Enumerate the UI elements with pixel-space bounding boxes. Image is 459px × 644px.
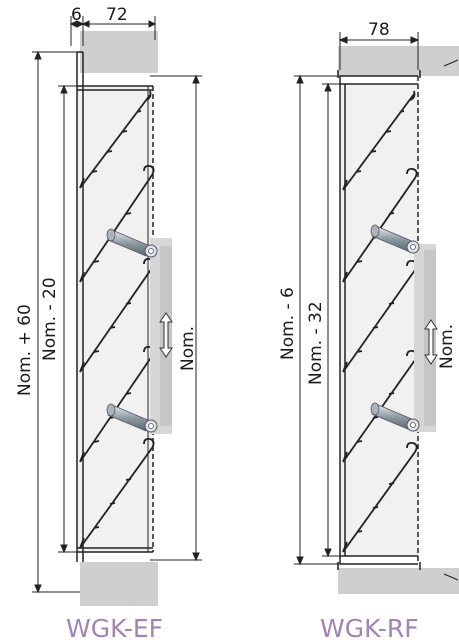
wgk-ef-drawing: 6 72 Nom. + 60 Nom. - 20 Nom. WGK-EF bbox=[15, 5, 202, 643]
pin-icon bbox=[370, 224, 420, 254]
frame-body-left bbox=[77, 86, 153, 552]
wall-top-left bbox=[80, 31, 158, 73]
wall-top-right bbox=[338, 46, 459, 76]
caption-wgk-ef: WGK-EF bbox=[66, 614, 163, 643]
dim-top-78: 78 bbox=[368, 20, 390, 40]
dim-top-72: 72 bbox=[106, 5, 128, 25]
blades-right bbox=[342, 90, 418, 553]
pin-icon bbox=[370, 402, 420, 432]
dim-opening-right: Nom. bbox=[437, 324, 457, 369]
dim-inner-height-right: Nom. - 32 bbox=[306, 301, 326, 385]
pin-icon bbox=[106, 228, 158, 258]
dim-outer-height-right: Nom. - 6 bbox=[278, 287, 298, 360]
wall-bottom-right bbox=[338, 568, 459, 594]
double-arrow-icon bbox=[424, 319, 438, 365]
wgk-rf-drawing: 78 Nom. - 6 Nom. - 32 Nom. WGK-RF bbox=[278, 20, 459, 643]
dim-outer-height-left: Nom. + 60 bbox=[15, 304, 35, 396]
double-arrow-icon bbox=[159, 312, 173, 358]
pin-icon bbox=[106, 403, 158, 433]
dim-inner-height-left: Nom. - 20 bbox=[40, 277, 60, 361]
dim-opening-left: Nom. bbox=[178, 326, 198, 371]
wall-bottom-left bbox=[80, 562, 158, 606]
dim-top-6: 6 bbox=[71, 5, 82, 25]
caption-wgk-rf: WGK-RF bbox=[320, 614, 419, 643]
